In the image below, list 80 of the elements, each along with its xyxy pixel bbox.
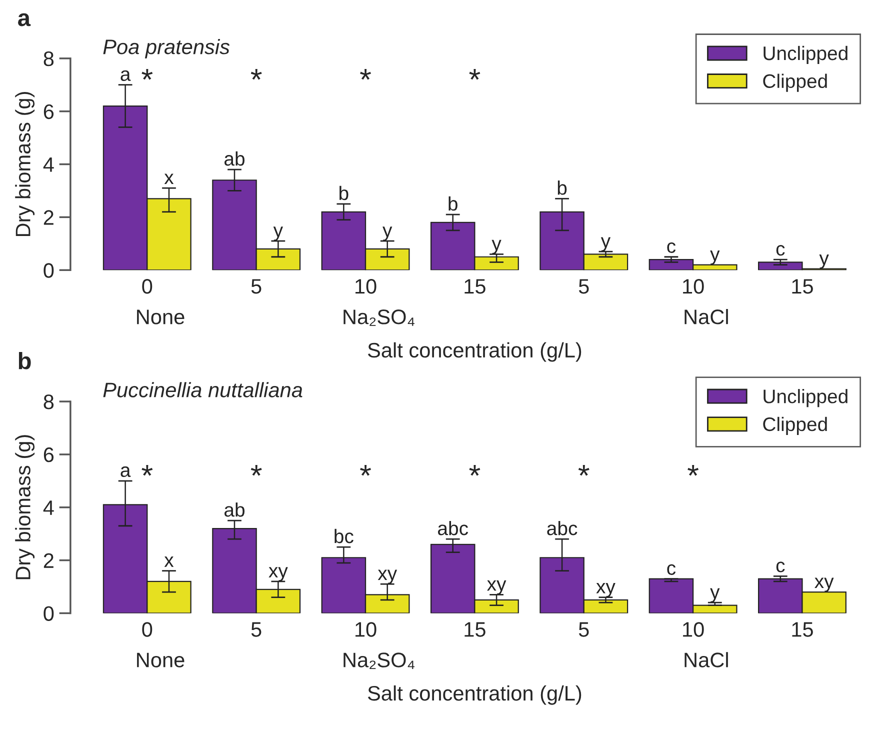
data-label: xy [487, 580, 506, 595]
annotation: * [360, 464, 371, 476]
x-tick-label: 5 [251, 622, 262, 637]
annotation: * [469, 68, 480, 80]
text: b [18, 352, 31, 370]
data-label: ab [224, 502, 244, 517]
x-tick-label: 10 [683, 278, 704, 294]
data-label: xy [268, 567, 288, 582]
y-tick-label: 6 [44, 447, 54, 462]
data-label: b [448, 196, 458, 211]
data-label: y [710, 588, 720, 603]
chart-title: Puccinellia nuttalliana [103, 382, 302, 398]
annotation: * [142, 464, 153, 476]
annotation: * [688, 464, 699, 476]
data-label: b [340, 186, 348, 200]
data-label: y [819, 254, 829, 269]
x-tick-label: 15 [792, 622, 813, 637]
data-label: ab [224, 151, 244, 166]
data-label: c [776, 562, 785, 572]
x-tick-label: 15 [464, 622, 486, 637]
y-axis-title: Dry biomass (g) [15, 92, 35, 236]
data-label: xy [378, 570, 398, 584]
y-tick-label: 4 [43, 157, 54, 172]
y-tick-label: 2 [44, 210, 54, 225]
x-tick-label: 10 [683, 622, 704, 637]
y-tick-label: 0 [44, 263, 54, 278]
y-tick-label: 2 [44, 553, 54, 568]
data-label: xy [596, 583, 616, 598]
legend-label: Unclipped [764, 389, 848, 408]
y-axis-title: Dry biomass (g) [15, 435, 35, 580]
annotation: * [142, 68, 153, 80]
text: NaCl [684, 652, 728, 668]
data-label: bc [334, 528, 354, 544]
x-tick-label: 5 [578, 622, 589, 637]
x-tick-label: 15 [792, 279, 813, 294]
data-label: y [600, 237, 611, 252]
data-label: abc [547, 520, 578, 536]
legend-label: Clipped [763, 74, 827, 92]
data-label: x [164, 556, 174, 567]
y-tick-label: 4 [43, 500, 54, 515]
text: Na₂SO₄ [344, 310, 414, 326]
annotation: * [360, 68, 371, 80]
data-label: y [382, 226, 392, 241]
x-tick-label: 0 [142, 278, 152, 294]
x-tick-label: 15 [464, 279, 486, 294]
data-label: x [164, 174, 174, 184]
annotation: * [578, 464, 590, 476]
data-label: a [120, 70, 131, 82]
data-label: b [558, 180, 567, 195]
data-label: xy [814, 578, 834, 592]
data-label: abc [438, 520, 468, 536]
x-tick-label: 10 [356, 278, 376, 294]
y-tick-label: 0 [44, 606, 54, 621]
x-tick-label: 5 [578, 279, 589, 294]
y-tick-label: 8 [44, 51, 54, 66]
x-tick-label: 5 [251, 279, 262, 294]
data-label: c [667, 242, 676, 254]
x-axis-title: Salt concentration (g/L) [368, 685, 582, 705]
data-label: y [710, 250, 720, 265]
y-tick-label: 6 [44, 104, 54, 120]
y-tick-label: 8 [44, 394, 54, 410]
legend-label: Clipped [763, 416, 827, 435]
text: NaCl [684, 308, 728, 324]
x-tick-label: 10 [356, 622, 376, 637]
x-tick-label: 0 [142, 622, 152, 637]
text: Na₂SO₄ [344, 652, 414, 669]
legend-label: Unclipped [764, 46, 848, 64]
data-label: a [120, 466, 131, 478]
text: a [18, 13, 31, 26]
annotation: * [250, 464, 262, 476]
data-label: c [667, 564, 676, 575]
data-label: y [273, 226, 283, 241]
chart-title: Poa pratensis [103, 38, 230, 58]
text: None [137, 652, 184, 668]
annotation: * [250, 68, 262, 80]
annotation: * [469, 464, 480, 476]
data-label: y [492, 240, 502, 254]
data-label: c [776, 245, 785, 256]
text: None [137, 310, 184, 324]
x-axis-title: Salt concentration (g/L) [368, 342, 582, 362]
